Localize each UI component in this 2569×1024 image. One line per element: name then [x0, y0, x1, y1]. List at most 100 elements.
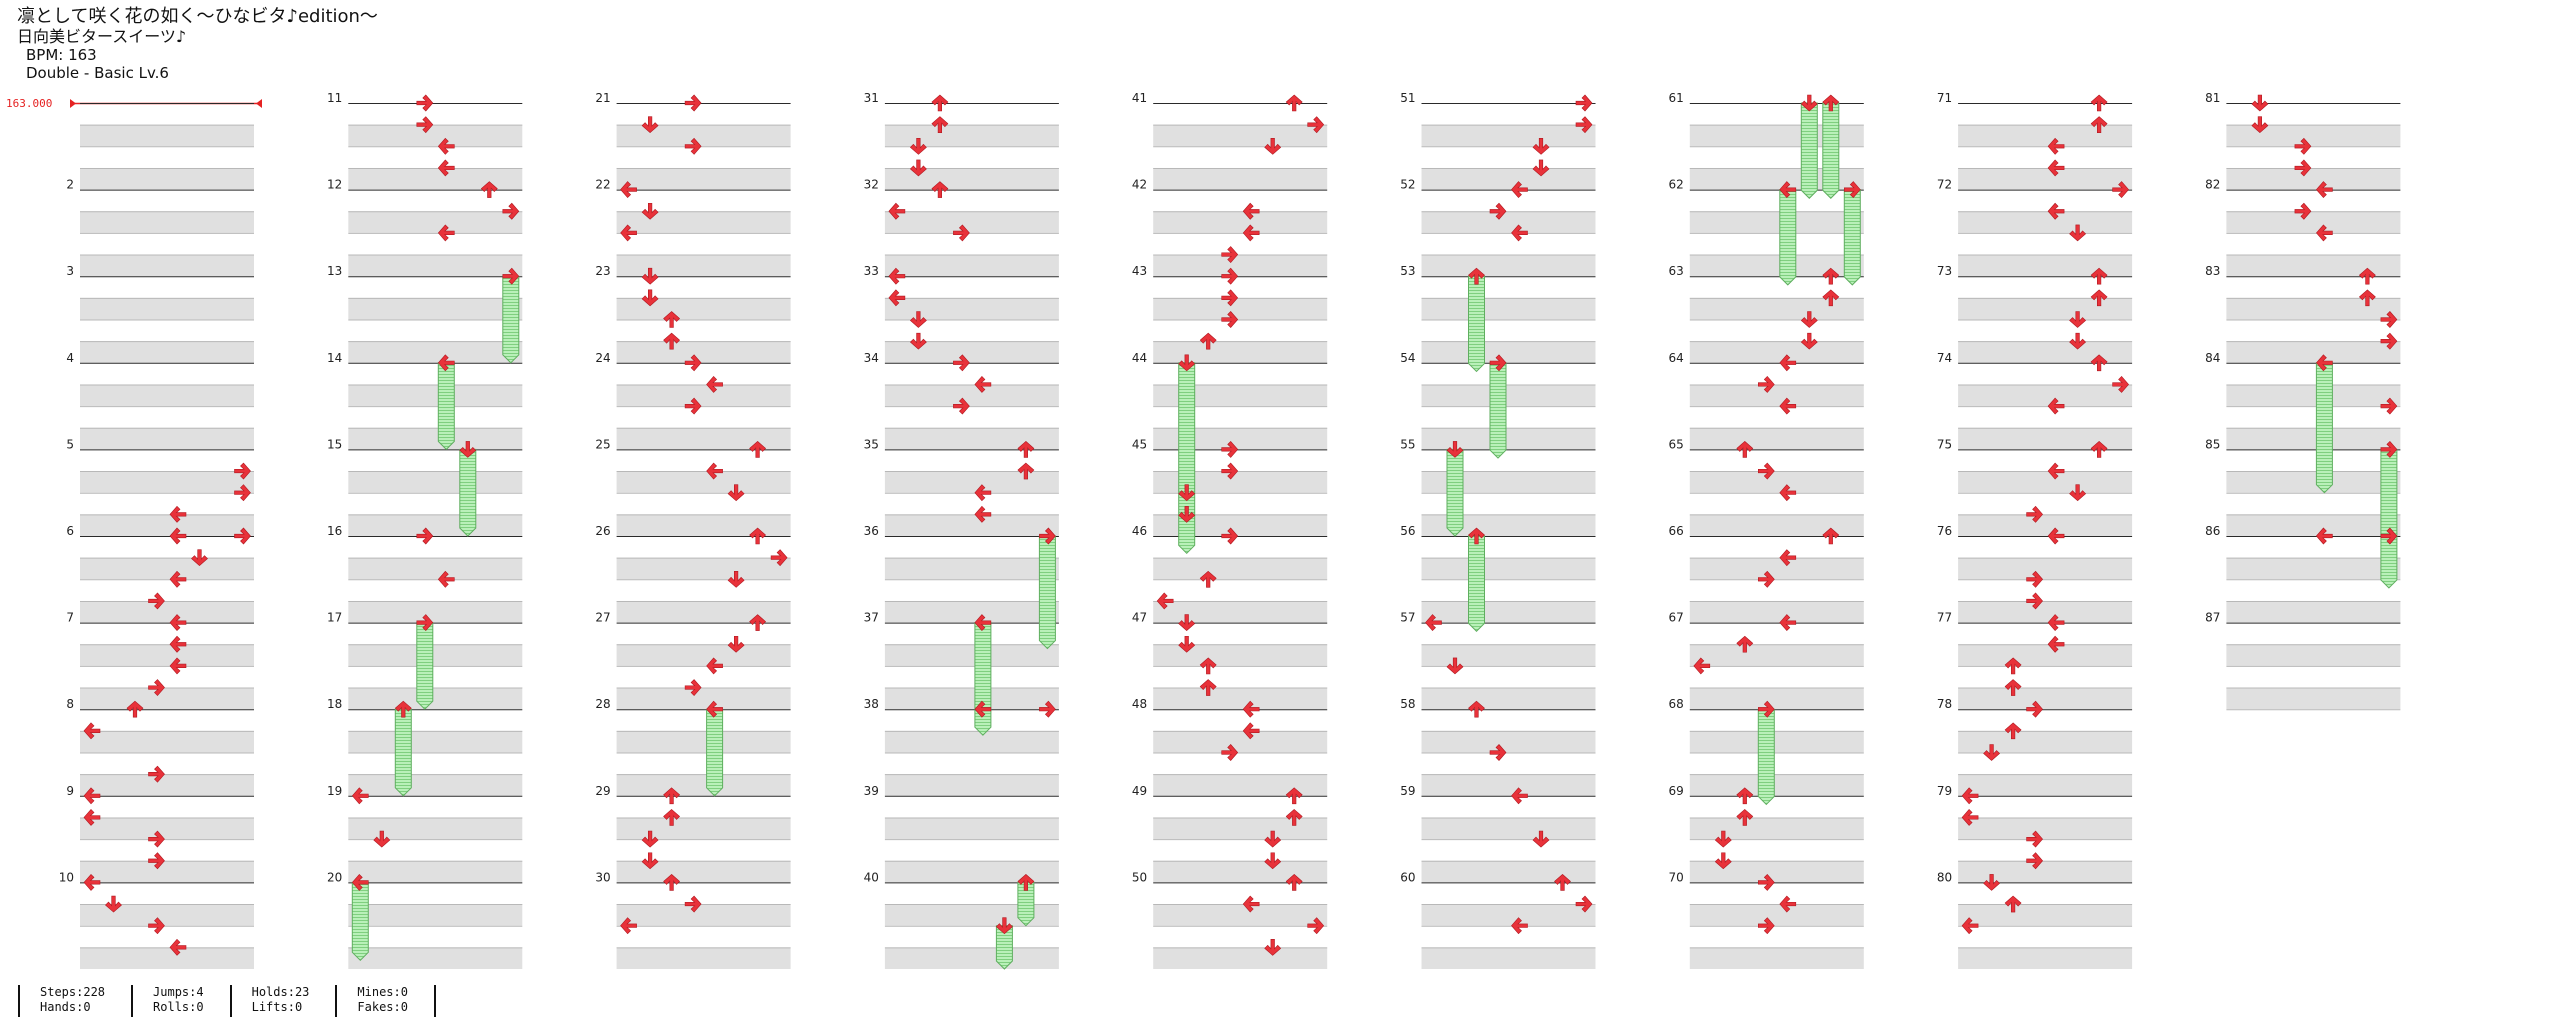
down-arrow-icon: [1446, 657, 1464, 675]
down-arrow-icon: [641, 116, 659, 134]
up-arrow-icon: [1554, 874, 1571, 891]
measure-number: 79: [1937, 784, 1952, 798]
measure-number: 46: [1132, 524, 1147, 538]
right-arrow-icon: [416, 527, 434, 545]
down-arrow-icon: [1446, 441, 1464, 458]
measure-50: 50: [1132, 870, 1328, 969]
up-arrow-icon: [1199, 657, 1217, 675]
down-arrow-icon: [727, 484, 745, 502]
left-arrow-icon: [83, 722, 101, 740]
measure-number: 47: [1132, 611, 1147, 625]
song-header: 凛として咲く花の如く～ひなビタ♪edition～ 日向美ビタースイーツ♪ BPM…: [17, 8, 378, 81]
measure-number: 12: [327, 178, 342, 192]
beat-band: [1421, 904, 1596, 926]
measure-41: 41: [1132, 91, 1328, 190]
beat-band: [616, 471, 791, 493]
up-arrow-icon: [2090, 354, 2108, 372]
measure-60: 60: [1400, 870, 1596, 969]
down-arrow-icon: [1800, 311, 1818, 328]
beat-band: [348, 774, 523, 796]
right-arrow-icon: [2380, 332, 2398, 350]
right-arrow-icon: [953, 224, 970, 242]
down-arrow-icon: [2069, 484, 2087, 502]
measure-11: 11: [327, 91, 523, 190]
up-arrow-icon: [2090, 441, 2108, 458]
beat-band: [1421, 817, 1596, 840]
hold-note: [1178, 362, 1196, 555]
beat-band: [1153, 341, 1328, 363]
measure-number: 80: [1937, 870, 1952, 884]
bpm-info: BPM: 163: [26, 46, 97, 64]
beat-band: [1689, 860, 1864, 883]
beat-band: [1958, 211, 2133, 233]
measure-number: 77: [1937, 611, 1952, 625]
measure-number: 49: [1132, 784, 1147, 798]
measure-18: 18: [327, 697, 523, 796]
measure-number: 32: [864, 178, 879, 192]
down-arrow-icon: [2069, 332, 2087, 350]
beat-band: [884, 557, 1059, 580]
right-arrow-icon: [2026, 592, 2043, 610]
beat-band: [1421, 774, 1596, 796]
measure-10: 10: [59, 870, 254, 969]
beat-band: [1421, 600, 1596, 623]
measure-38: 38: [864, 697, 1059, 796]
beat-band: [2226, 514, 2401, 536]
beat-band: [1689, 254, 1864, 277]
down-arrow-icon: [1264, 138, 1282, 155]
measure-23: 23: [595, 264, 791, 363]
beat-band: [1153, 860, 1328, 883]
beat-band: [348, 860, 523, 883]
beat-band: [1689, 167, 1864, 190]
measure-number: 38: [864, 697, 879, 711]
right-arrow-icon: [2026, 830, 2043, 848]
left-arrow-icon: [974, 614, 992, 632]
right-arrow-icon: [1039, 527, 1056, 545]
measure-number: 69: [1669, 784, 1684, 798]
beat-band: [1958, 644, 2133, 666]
left-arrow-icon: [169, 527, 187, 545]
beat-band: [348, 471, 523, 493]
down-arrow-icon: [1800, 94, 1818, 112]
measure-number: 48: [1132, 697, 1147, 711]
beat-band: [1689, 947, 1864, 969]
beat-band: [2226, 644, 2401, 666]
measure-26: 26: [595, 524, 791, 623]
beat-band: [1153, 557, 1328, 580]
measure-72: 72: [1937, 178, 2133, 277]
left-arrow-icon: [169, 505, 187, 523]
left-arrow-icon: [706, 462, 723, 480]
left-arrow-icon: [706, 700, 723, 718]
measure-number: 2: [66, 178, 74, 192]
measure-85: 85: [2205, 437, 2401, 536]
left-arrow-icon: [1961, 809, 1979, 826]
measure-number: 66: [1669, 524, 1684, 538]
measure-number: 10: [59, 870, 74, 884]
beat-band: [884, 254, 1059, 277]
measure-number: 59: [1400, 784, 1415, 798]
measure-55: 55: [1400, 437, 1596, 536]
measure-82: 82: [2205, 178, 2401, 277]
hold-note: [1822, 102, 1840, 199]
measure-16: 16: [327, 524, 523, 623]
measure-number: 9: [66, 784, 74, 798]
left-arrow-icon: [1242, 895, 1260, 913]
beat-band: [1689, 297, 1864, 320]
beat-band: [1153, 817, 1328, 840]
measure-77: 77: [1937, 611, 2133, 710]
beat-band: [1958, 904, 2133, 926]
right-arrow-icon: [1758, 700, 1775, 718]
down-arrow-icon: [1532, 138, 1550, 155]
right-arrow-icon: [148, 852, 165, 870]
right-arrow-icon: [684, 137, 702, 155]
measure-67: 67: [1669, 611, 1864, 710]
down-arrow-icon: [1714, 830, 1732, 848]
beat-band: [884, 384, 1059, 407]
right-arrow-icon: [1307, 917, 1325, 935]
measure-75: 75: [1937, 437, 2133, 536]
right-arrow-icon: [2026, 700, 2043, 718]
left-arrow-icon: [1156, 592, 1174, 610]
beat-band: [616, 947, 791, 969]
beat-band: [1153, 774, 1328, 796]
down-arrow-icon: [1178, 354, 1196, 372]
